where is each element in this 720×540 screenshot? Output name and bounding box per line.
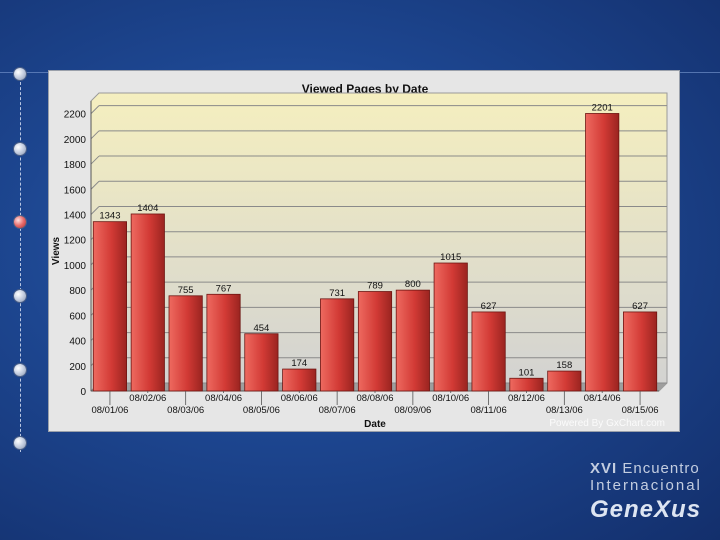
y-tick-label: 2000 — [64, 135, 87, 146]
bar — [244, 333, 279, 392]
bar-value-label: 454 — [253, 323, 269, 334]
logo-line-1: XVI Encuentro — [590, 460, 702, 477]
logo-edition-text: Encuentro — [622, 460, 700, 477]
x-tick-label: 08/15/06 — [622, 405, 659, 416]
y-tick-label: 200 — [69, 362, 86, 373]
x-tick-label: 08/02/06 — [129, 393, 166, 404]
nav-dot-6[interactable] — [14, 437, 26, 449]
x-axis-label: Date — [364, 419, 386, 430]
x-tick-label: 08/14/06 — [584, 393, 621, 404]
gridline-diagonal — [90, 105, 100, 114]
x-tick-label: 08/08/06 — [357, 393, 394, 404]
watermark-text: Powered By GxChart.com — [549, 418, 665, 429]
bar-value-label: 789 — [367, 281, 383, 292]
bar — [395, 289, 430, 392]
x-tick-label: 08/07/06 — [319, 405, 356, 416]
gridline-diagonal — [90, 180, 100, 190]
nav-dot-2[interactable] — [14, 143, 26, 155]
y-tick-label: 0 — [80, 387, 86, 398]
bar-value-label: 1015 — [440, 252, 461, 263]
nav-dot-3-active[interactable] — [14, 216, 26, 228]
bar — [357, 291, 393, 392]
y-tick-label: 1800 — [64, 160, 87, 171]
bar — [471, 311, 506, 392]
bar-value-label: 755 — [178, 285, 194, 296]
nav-dotted-line — [20, 72, 21, 452]
nav-dot-4[interactable] — [14, 290, 26, 302]
y-tick-label: 400 — [69, 337, 86, 348]
x-tick-label: 08/04/06 — [205, 393, 242, 404]
y-tick-label: 800 — [69, 286, 86, 297]
x-tick-label: 08/10/06 — [432, 393, 469, 404]
gridline-diagonal — [90, 155, 100, 165]
bar — [320, 298, 355, 392]
y-axis-label: Views — [51, 236, 62, 265]
bar — [509, 377, 544, 392]
x-tick-label: 08/03/06 — [167, 405, 204, 416]
bar — [623, 311, 658, 392]
y-tick-label: 2200 — [64, 110, 87, 121]
x-tick-label: 08/13/06 — [546, 405, 583, 416]
bar-value-label: 800 — [405, 279, 421, 290]
bar — [585, 113, 620, 392]
bar-value-label: 1343 — [99, 211, 120, 222]
genexus-logo-text: GeneXus — [590, 496, 702, 523]
gridline-diagonal — [90, 206, 100, 215]
bar-value-label: 627 — [632, 301, 648, 312]
y-tick-label: 1000 — [64, 261, 87, 272]
bar — [547, 370, 582, 392]
logo-line-2: Internacional — [590, 477, 702, 494]
bar — [168, 295, 203, 392]
x-tick-label: 08/05/06 — [243, 405, 280, 416]
bar-value-label: 2201 — [592, 102, 613, 113]
y-tick-label: 1200 — [64, 236, 87, 247]
x-tick-label: 08/11/06 — [470, 405, 506, 416]
bar-chart: Viewed Pages by Date Date Views Powered … — [51, 82, 668, 430]
y-tick-label: 1600 — [64, 185, 87, 196]
bar — [130, 213, 165, 392]
bar-value-label: 1404 — [137, 203, 158, 214]
bar — [282, 368, 317, 392]
logo-edition-number: XVI — [590, 460, 618, 477]
bar — [433, 262, 468, 392]
y-tick-label: 600 — [69, 311, 86, 322]
bar — [206, 293, 241, 392]
y-tick-label: 1400 — [64, 210, 87, 221]
x-tick-label: 08/06/06 — [281, 393, 318, 404]
nav-dot-5[interactable] — [14, 364, 26, 376]
bar-value-label: 767 — [216, 283, 232, 294]
nav-dot-1[interactable] — [14, 68, 26, 80]
bar-value-label: 158 — [556, 360, 572, 371]
bar — [92, 221, 127, 392]
bar-value-label: 174 — [291, 358, 307, 369]
bar-value-label: 731 — [329, 288, 345, 299]
x-tick-label: 08/09/06 — [394, 405, 431, 416]
gridline-diagonal — [90, 130, 100, 140]
event-logo: XVI Encuentro Internacional GeneXus — [590, 460, 702, 524]
x-tick-label: 08/12/06 — [508, 393, 545, 404]
bar-value-label: 627 — [481, 301, 497, 312]
chart-panel: Viewed Pages by Date Date Views Powered … — [48, 70, 680, 432]
x-tick-label: 08/01/06 — [91, 405, 128, 416]
bar-value-label: 101 — [519, 367, 535, 378]
